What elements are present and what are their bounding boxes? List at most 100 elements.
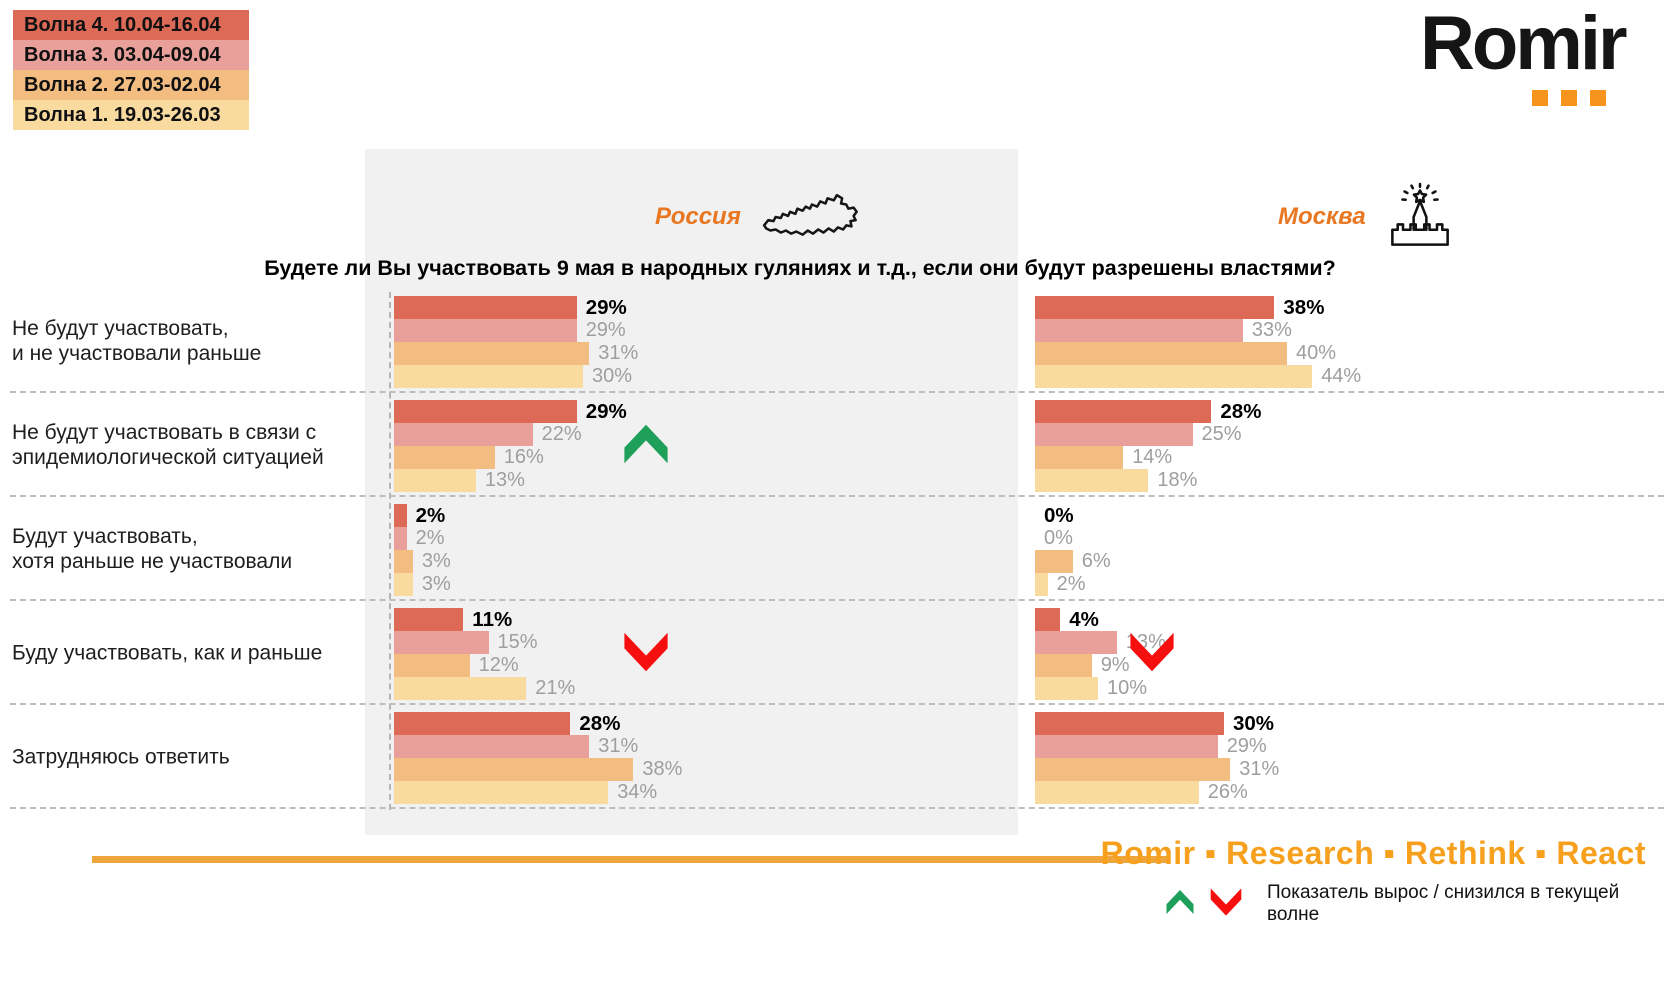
value-label: 25% [1201,423,1242,445]
wave-bar [1035,423,1193,446]
bar-line: 31% [1035,758,1279,781]
bar-group-moscow: 30% 29% 31% 26% [1035,712,1279,804]
wave-bar [1035,296,1275,319]
value-label: 14% [1132,446,1173,468]
category-label: Затрудняюсь ответить [12,745,230,769]
bar-line: 10% [1035,677,1166,700]
chart-row: Затрудняюсь ответить 28% 31% 38% 34% 30% 29% 31… [0,705,1674,809]
bar-line: 28% [1035,400,1261,423]
value-label: 38% [642,758,683,780]
trend-down-arrow [622,628,670,676]
category-label: Будут участвовать, хотя раньше не участв… [12,524,293,573]
wave-bar [394,342,590,365]
bar-line: 11% [394,608,575,631]
wave-legend-item: Волна 4. 10.04-16.04 [13,10,249,40]
bar-line: 16% [394,446,627,469]
trend-down-icon [1209,885,1243,924]
value-label: 0% [1044,504,1074,527]
bar-line: 26% [1035,781,1279,804]
bar-line: 12% [394,654,575,677]
bar-group-russia: 29% 22% 16% 13% [394,400,627,492]
bar-line: 6% [1035,550,1111,573]
wave-bar [1035,758,1231,781]
wave-bar [1035,469,1149,492]
trend-down-arrow [1128,628,1176,676]
trend-up-arrow [622,420,670,468]
moscow-column-label: Москва [1278,203,1366,230]
wave-bar [1035,735,1218,758]
moscow-column-header: Москва [1278,180,1454,254]
wave-bar [394,712,571,735]
bar-group-moscow: 28% 25% 14% 18% [1035,400,1261,492]
bar-line: 29% [394,319,638,342]
bar-line: 13% [1035,631,1166,654]
bar-line: 30% [1035,712,1279,735]
wave-bar [394,296,577,319]
russia-axis-line [389,292,391,810]
wave-bar [1035,446,1124,469]
bar-group-moscow: 38% 33% 40% 44% [1035,296,1361,388]
value-label: 29% [585,400,627,423]
value-label: 29% [1226,735,1267,757]
value-label: 44% [1321,365,1362,387]
wave-bar [394,400,577,423]
value-label: 31% [1239,758,1280,780]
wave-bar [1035,573,1048,596]
romir-logo-dot [1590,90,1606,106]
value-label: 16% [503,446,544,468]
wave-bar [394,735,590,758]
wave-legend-item: Волна 2. 27.03-02.04 [13,70,249,100]
bar-line: 44% [1035,365,1361,388]
trend-arrow-legend: Показатель вырос / снизился в текущей во… [1165,882,1674,926]
category-label: Не будут участвовать в связи с эпидемиол… [12,420,324,469]
bar-line: 0% [1035,527,1111,550]
wave-bar [1035,319,1243,342]
wave-bar [394,504,407,527]
bar-line: 31% [394,342,638,365]
russia-map-icon [762,193,858,236]
wave-legend-item: Волна 1. 19.03-26.03 [13,100,249,130]
value-label: 31% [598,735,639,757]
wave-bar [1035,677,1098,700]
wave-bar [1035,781,1199,804]
wave-bar [394,631,489,654]
value-label: 6% [1081,550,1111,572]
bar-line: 28% [394,712,682,735]
bar-line: 29% [394,296,638,319]
value-label: 38% [1283,296,1325,319]
wave-bar [394,573,413,596]
wave-bar [394,423,533,446]
value-label: 11% [472,608,513,631]
wave-bar [394,608,464,631]
bar-line: 21% [394,677,575,700]
value-label: 30% [592,365,633,387]
value-label: 40% [1296,342,1337,364]
wave-bar [394,781,609,804]
bar-line: 14% [1035,446,1261,469]
bar-line: 9% [1035,654,1166,677]
value-label: 0% [1044,527,1073,549]
bar-group-russia: 11% 15% 12% 21% [394,608,575,700]
bar-line: 38% [1035,296,1361,319]
wave-legend-item: Волна 3. 03.04-09.04 [13,40,249,70]
chart-row: Не будут участвовать в связи с эпидемиол… [0,393,1674,497]
value-label: 4% [1069,608,1099,631]
value-label: 21% [535,677,576,699]
bar-line: 29% [394,400,627,423]
russia-column-header: Россия [655,180,865,254]
value-label: 29% [585,319,626,341]
wave-bar [1035,608,1061,631]
value-label: 29% [585,296,627,319]
bar-line: 0% [1035,504,1111,527]
wave-bar [1035,550,1073,573]
wave-bar [394,469,476,492]
wave-bar [1035,654,1092,677]
wave-bar [1035,342,1287,365]
wave-bar [394,527,407,550]
romir-logo-dot [1561,90,1577,106]
value-label: 31% [598,342,639,364]
value-label: 28% [1220,400,1262,423]
value-label: 22% [541,423,582,445]
value-label: 2% [415,527,445,549]
